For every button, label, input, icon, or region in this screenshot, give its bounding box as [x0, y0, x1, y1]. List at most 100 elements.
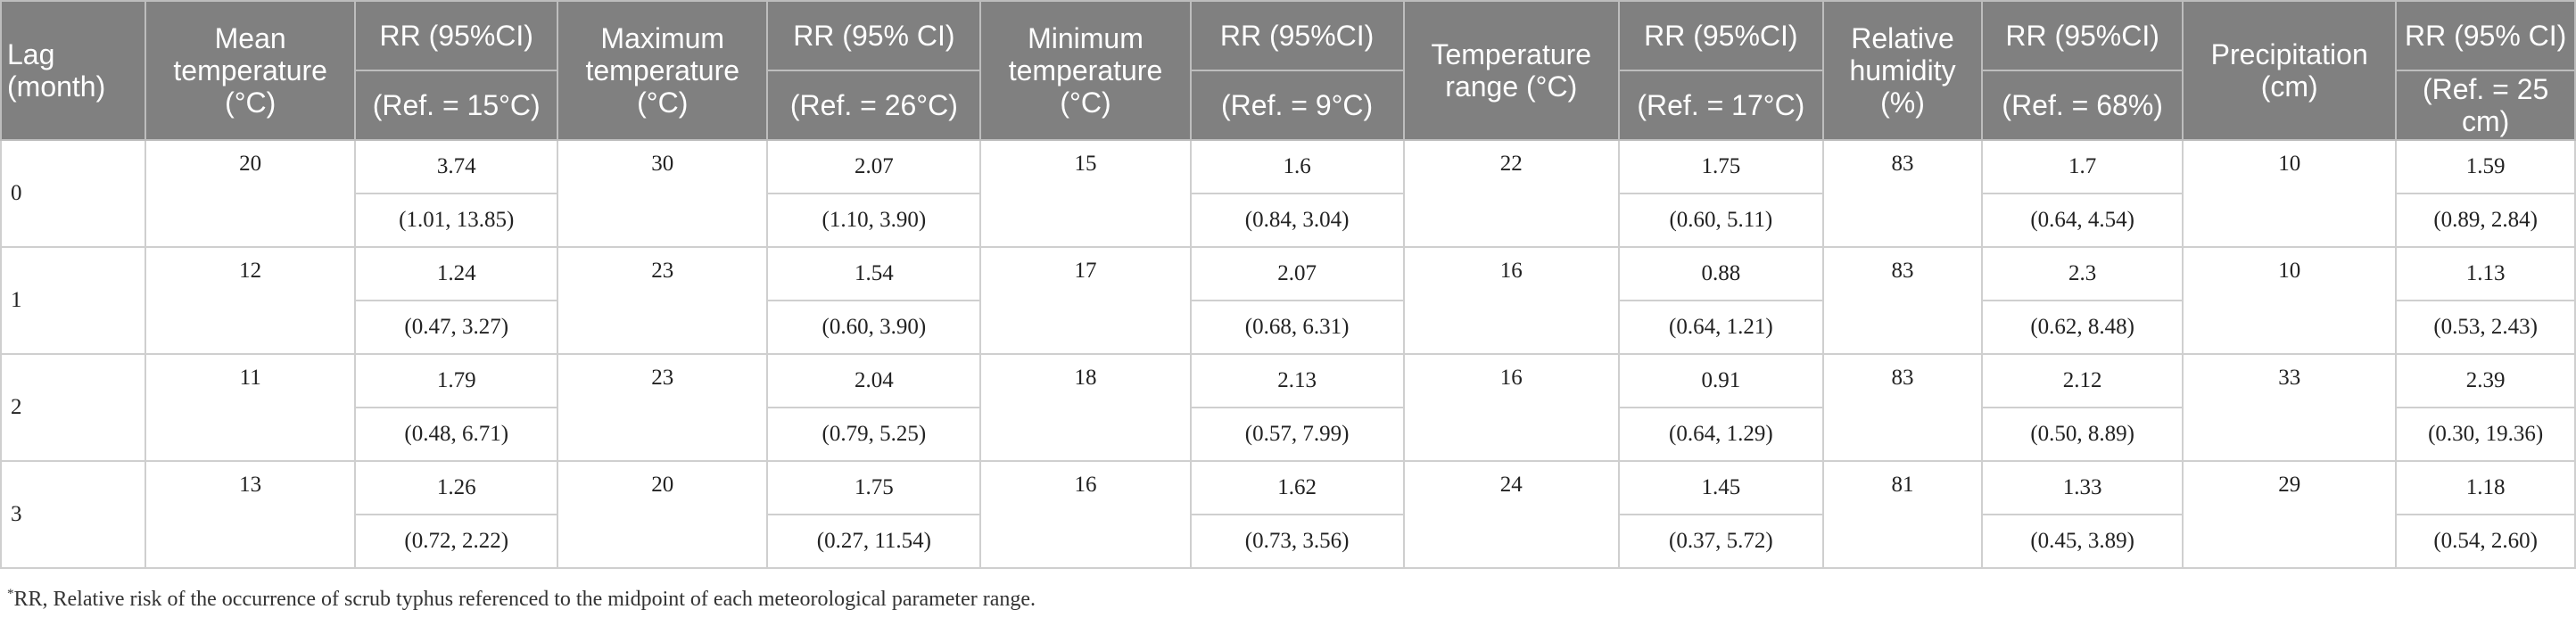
min-temperature-cell: 17 — [979, 246, 1192, 355]
ci-humidity-cell: (0.50, 8.89) — [1981, 407, 2184, 462]
rr-humidity-cell: 1.7 — [1981, 139, 2184, 194]
rr-min-cell: 1.62 — [1189, 460, 1405, 515]
rr-humidity-cell: 2.3 — [1981, 246, 2184, 301]
ci-humidity-cell: (0.64, 4.54) — [1981, 193, 2184, 248]
min-temperature-cell: 16 — [979, 460, 1192, 569]
header-rr-min: RR (95%CI) — [1189, 0, 1405, 71]
ci-humidity-cell: (0.62, 8.48) — [1981, 300, 2184, 355]
humidity-cell: 83 — [1821, 246, 1984, 355]
ci-min-cell: (0.57, 7.99) — [1189, 407, 1405, 462]
header-max-temperature: Maximum temperature (°C) — [557, 0, 769, 141]
rr-max-cell: 1.75 — [766, 460, 982, 515]
precipitation-cell: 29 — [2182, 460, 2398, 569]
ci-max-cell: (0.60, 3.90) — [766, 300, 982, 355]
header-rr-mean: RR (95%CI) — [354, 0, 559, 71]
ci-range-cell: (0.37, 5.72) — [1617, 514, 1824, 569]
min-temperature-cell: 15 — [979, 139, 1192, 248]
lag-cell: 2 — [0, 353, 147, 462]
table-row: 3 13 1.26 20 1.75 16 1.62 24 1.45 81 1.3… — [0, 460, 2576, 569]
humidity-cell: 83 — [1821, 139, 1984, 248]
precipitation-cell: 10 — [2182, 139, 2398, 248]
header-ref-max: (Ref. = 26°C) — [766, 70, 982, 141]
header-ref-precipitation: (Ref. = 25 cm) — [2395, 70, 2576, 141]
ci-precipitation-cell: (0.54, 2.60) — [2395, 514, 2576, 569]
precipitation-cell: 33 — [2182, 353, 2398, 462]
ci-range-cell: (0.64, 1.29) — [1617, 407, 1824, 462]
header-ref-min: (Ref. = 9°C) — [1189, 70, 1405, 141]
header-rr-precipitation: RR (95% CI) — [2395, 0, 2576, 71]
table-row: 2 11 1.79 23 2.04 18 2.13 16 0.91 83 2.1… — [0, 353, 2576, 462]
lag-cell: 0 — [0, 139, 147, 248]
table-row: 0 20 3.74 30 2.07 15 1.6 22 1.75 83 1.7 … — [0, 139, 2576, 248]
footnote-marker: * — [7, 587, 14, 601]
rr-min-cell: 2.13 — [1189, 353, 1405, 408]
rr-range-cell: 1.45 — [1617, 460, 1824, 515]
table-container: Lag (month) Mean temperature (°C) RR (95… — [0, 0, 2576, 569]
ci-mean-cell: (0.48, 6.71) — [354, 407, 559, 462]
header-rr-humidity: RR (95%CI) — [1981, 0, 2184, 71]
header-precipitation: Precipitation (cm) — [2182, 0, 2398, 141]
ci-range-cell: (0.60, 5.11) — [1617, 193, 1824, 248]
temperature-range-cell: 22 — [1402, 139, 1620, 248]
ci-mean-cell: (1.01, 13.85) — [354, 193, 559, 248]
header-rr-max: RR (95% CI) — [766, 0, 982, 71]
rr-max-cell: 1.54 — [766, 246, 982, 301]
header-rr-range: RR (95%CI) — [1617, 0, 1824, 71]
ci-max-cell: (0.79, 5.25) — [766, 407, 982, 462]
mean-temperature-cell: 12 — [144, 246, 357, 355]
table-row-ci: (0.48, 6.71) (0.79, 5.25) (0.57, 7.99) (… — [1, 407, 2576, 462]
rr-range-cell: 0.88 — [1617, 246, 1824, 301]
max-temperature-cell: 30 — [557, 139, 769, 248]
table-row: 1 12 1.24 23 1.54 17 2.07 16 0.88 83 2.3… — [0, 246, 2576, 355]
header-ref-range: (Ref. = 17°C) — [1617, 70, 1824, 141]
ci-precipitation-cell: (0.30, 19.36) — [2395, 407, 2576, 462]
footnote-text: RR, Relative risk of the occurrence of s… — [13, 588, 1036, 611]
rr-max-cell: 2.07 — [766, 139, 982, 194]
ci-min-cell: (0.73, 3.56) — [1189, 514, 1405, 569]
ci-max-cell: (1.10, 3.90) — [766, 193, 982, 248]
ci-range-cell: (0.64, 1.21) — [1617, 300, 1824, 355]
rr-max-cell: 2.04 — [766, 353, 982, 408]
mean-temperature-cell: 11 — [144, 353, 357, 462]
ci-mean-cell: (0.72, 2.22) — [354, 514, 559, 569]
temperature-range-cell: 24 — [1402, 460, 1620, 569]
humidity-cell: 81 — [1821, 460, 1984, 569]
temperature-range-cell: 16 — [1402, 246, 1620, 355]
header-ref-humidity: (Ref. = 68%) — [1981, 70, 2184, 141]
rr-humidity-cell: 2.12 — [1981, 353, 2184, 408]
header-ref-mean: (Ref. = 15°C) — [354, 70, 559, 141]
rr-range-cell: 1.75 — [1617, 139, 1824, 194]
lag-cell: 3 — [0, 460, 147, 569]
header-lag: Lag (month) — [0, 0, 147, 141]
footnote: *RR, Relative risk of the occurrence of … — [7, 587, 1036, 612]
rr-mean-cell: 3.74 — [354, 139, 559, 194]
header-temperature-range: Temperature range (°C) — [1402, 0, 1620, 141]
header-mean-temperature: Mean temperature (°C) — [144, 0, 357, 141]
rr-range-cell: 0.91 — [1617, 353, 1824, 408]
max-temperature-cell: 20 — [557, 460, 769, 569]
ci-min-cell: (0.84, 3.04) — [1189, 193, 1405, 248]
rr-precipitation-cell: 2.39 — [2395, 353, 2576, 408]
ci-max-cell: (0.27, 11.54) — [766, 514, 982, 569]
table-row-ci: (1.01, 13.85) (1.10, 3.90) (0.84, 3.04) … — [1, 193, 2576, 248]
min-temperature-cell: 18 — [979, 353, 1192, 462]
max-temperature-cell: 23 — [557, 353, 769, 462]
rr-mean-cell: 1.79 — [354, 353, 559, 408]
rr-table: Lag (month) Mean temperature (°C) RR (95… — [0, 0, 2576, 569]
rr-min-cell: 1.6 — [1189, 139, 1405, 194]
rr-mean-cell: 1.26 — [354, 460, 559, 515]
temperature-range-cell: 16 — [1402, 353, 1620, 462]
ci-min-cell: (0.68, 6.31) — [1189, 300, 1405, 355]
table-row-ci: (0.72, 2.22) (0.27, 11.54) (0.73, 3.56) … — [1, 514, 2576, 569]
table-row-ci: (0.47, 3.27) (0.60, 3.90) (0.68, 6.31) (… — [1, 300, 2576, 355]
precipitation-cell: 10 — [2182, 246, 2398, 355]
ci-humidity-cell: (0.45, 3.89) — [1981, 514, 2184, 569]
rr-precipitation-cell: 1.59 — [2395, 139, 2576, 194]
rr-mean-cell: 1.24 — [354, 246, 559, 301]
mean-temperature-cell: 20 — [144, 139, 357, 248]
ci-precipitation-cell: (0.89, 2.84) — [2395, 193, 2576, 248]
lag-cell: 1 — [0, 246, 147, 355]
rr-min-cell: 2.07 — [1189, 246, 1405, 301]
mean-temperature-cell: 13 — [144, 460, 357, 569]
header-relative-humidity: Relative humidity (%) — [1821, 0, 1984, 141]
